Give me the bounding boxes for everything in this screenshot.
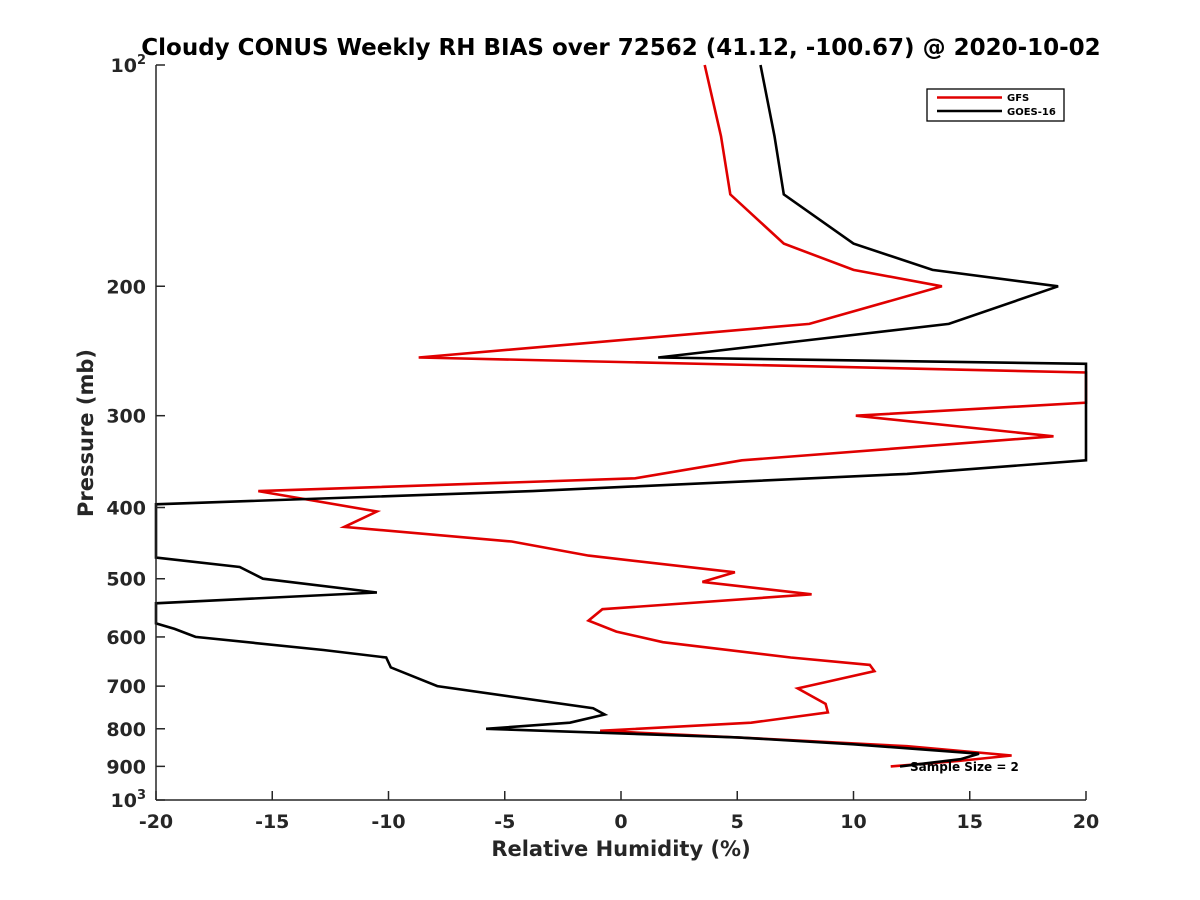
x-tick-label: -20 xyxy=(139,811,173,833)
legend-box xyxy=(926,88,1065,122)
y-tick-label: 900 xyxy=(106,756,146,778)
y-tick-label: 200 xyxy=(106,276,146,298)
y-tick-label: 300 xyxy=(106,406,146,428)
x-tick-label: 0 xyxy=(614,811,627,833)
x-tick-label: -5 xyxy=(494,811,515,833)
x-tick-label: 15 xyxy=(957,811,983,833)
y-tick-label: 800 xyxy=(106,719,146,741)
x-tick-label: 10 xyxy=(840,811,866,833)
series-line-goes16 xyxy=(154,64,1088,768)
y-tick-label: 500 xyxy=(106,569,146,591)
sample-size-annotation: Sample Size = 2 xyxy=(910,760,1019,774)
y-tick-label: 400 xyxy=(106,498,146,520)
legend-label-goes16: GOES-16 xyxy=(1007,107,1056,118)
plot-background xyxy=(156,65,1086,800)
y-tick-label: 103 xyxy=(111,788,147,812)
x-tick-label: -10 xyxy=(371,811,405,833)
series-line-gfs xyxy=(258,64,1088,768)
y-axis-label: Pressure (mb) xyxy=(74,349,98,517)
x-tick-label: -15 xyxy=(255,811,289,833)
x-tick-label: 20 xyxy=(1073,811,1099,833)
legend-label-gfs: GFS xyxy=(1007,93,1029,104)
y-tick-label: 102 xyxy=(111,53,147,77)
legend: GFS GOES-16 xyxy=(926,88,1065,122)
x-axis-label: Relative Humidity (%) xyxy=(491,837,750,861)
series-layer xyxy=(154,64,1088,768)
x-tick-label: 5 xyxy=(731,811,744,833)
axes-layer: -20 -15 -10 -5 0 5 10 15 20 102 200 300 400 500 600 700… xyxy=(106,53,1099,833)
y-tick-label: 600 xyxy=(106,627,146,649)
chart-title: Cloudy CONUS Weekly RH BIAS over 72562 (… xyxy=(141,35,1100,61)
y-tick-label: 700 xyxy=(106,676,146,698)
